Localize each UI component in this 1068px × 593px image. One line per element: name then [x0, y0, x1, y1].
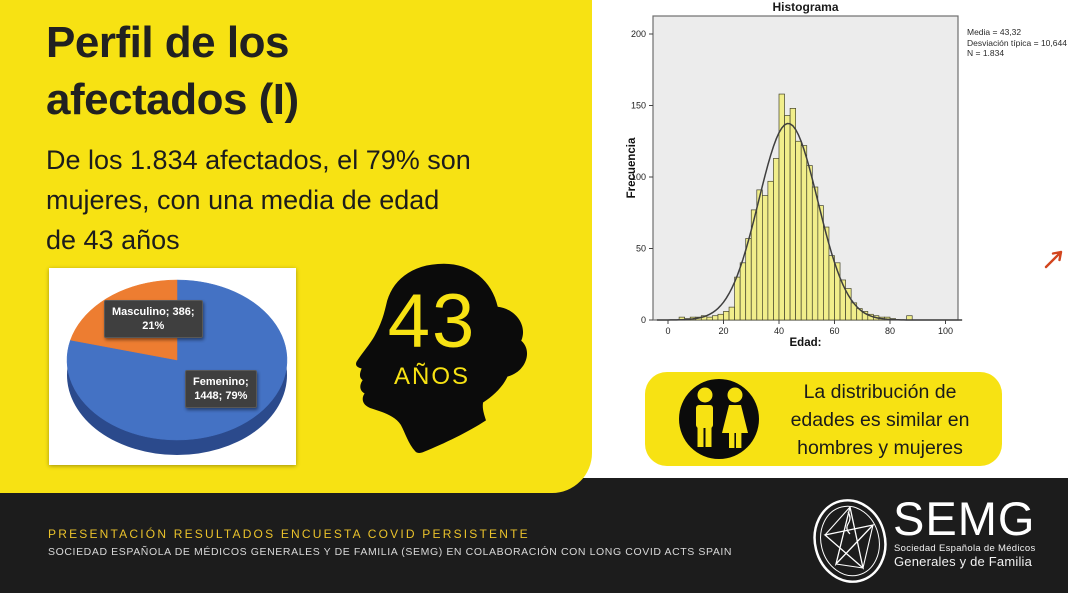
histogram-bar	[784, 115, 791, 321]
footer-society-line: SOCIEDAD ESPAÑOLA DE MÉDICOS GENERALES Y…	[48, 546, 733, 558]
pie-chart-card: Masculino; 386; 21% Femenino; 1448; 79%	[49, 268, 296, 465]
note-box: La distribución de edades es similar en …	[645, 372, 1002, 466]
pie-label-femenino: Femenino; 1448; 79%	[185, 370, 257, 408]
note-line-3: hombres y mujeres	[797, 437, 963, 459]
footer-text: PRESENTACIÓN RESULTADOS ENCUESTA COVID P…	[48, 527, 732, 558]
subtitle-line-1: De los 1.834 afectados, el 79% son	[46, 145, 471, 175]
histogram-bar	[773, 158, 780, 321]
y-tick-label: 200	[631, 29, 646, 39]
subtitle: De los 1.834 afectados, el 79% son mujer…	[46, 140, 471, 260]
note-line-2: edades es similar en	[790, 409, 970, 431]
histogram-bar	[723, 311, 730, 321]
footer-presentation-line: PRESENTACIÓN RESULTADOS ENCUESTA COVID P…	[48, 527, 530, 541]
histogram-bar	[712, 315, 719, 321]
y-tick-label: 150	[631, 101, 646, 111]
title-line-2: afectados (I)	[46, 75, 299, 124]
note-text: La distribución de edades es similar en …	[767, 378, 993, 462]
histogram-bar	[728, 306, 735, 321]
semg-emblem-icon	[813, 499, 887, 583]
y-tick-label: 100	[631, 172, 646, 182]
y-tick-label: 0	[641, 315, 646, 325]
subtitle-line-3: de 43 años	[46, 225, 180, 255]
histogram-bar	[800, 145, 808, 321]
histogram-title: Histograma	[772, 0, 839, 14]
x-tick-label: 100	[938, 326, 953, 336]
man-woman-icon	[679, 379, 759, 459]
title-line-1: Perfil de los	[46, 18, 289, 67]
page-title: Perfil de los afectados (I)	[46, 14, 299, 128]
histogram-bar	[767, 180, 774, 321]
age-unit: AÑOS	[393, 363, 470, 390]
histogram-bar	[745, 238, 752, 321]
footer-bar	[0, 478, 1068, 593]
yellow-panel: Perfil de los afectados (I) De los 1.834…	[0, 0, 592, 493]
stat-media: Media = 43,32	[967, 27, 1022, 37]
y-tick-label: 50	[636, 244, 646, 254]
x-tick-label: 40	[774, 326, 784, 336]
histogram-bar	[734, 276, 741, 321]
red-arrow-annotation	[1044, 250, 1063, 269]
semg-subtitle-1: Sociedad Española de Médicos	[894, 543, 1036, 554]
pie-label-masculino: Masculino; 386; 21%	[104, 300, 203, 338]
semg-acronym: SEMG	[893, 492, 1036, 545]
normal-curve	[656, 122, 963, 321]
histogram-bar	[706, 316, 713, 321]
histogram-bar	[806, 165, 813, 321]
stat-desviacion: Desviación típica = 10,644	[967, 37, 1067, 48]
pie-label-femenino-line1: Femenino;	[193, 376, 249, 388]
histogram-bar	[795, 140, 802, 321]
histogram-bar	[762, 195, 769, 321]
histogram-bar	[828, 255, 835, 321]
note-line-1: La distribución de	[803, 381, 957, 403]
histogram-bar	[811, 186, 819, 321]
semg-subtitle-2: Generales y de Familia	[894, 554, 1033, 569]
pie-chart	[66, 279, 288, 455]
stat-n: N = 1.834	[967, 48, 1005, 58]
histogram-ylabel: Frecuencia	[626, 137, 638, 199]
pie-label-femenino-line2: 1448; 79%	[194, 390, 248, 402]
age-callout: 43 AÑOS	[364, 282, 500, 390]
x-tick-label: 60	[829, 326, 839, 336]
pie-label-masculino-line2: 21%	[142, 320, 165, 332]
woman-silhouette-icon	[356, 263, 528, 454]
x-tick-label: 20	[718, 326, 728, 336]
pie-label-masculino-line1: Masculino; 386;	[112, 306, 195, 318]
histogram-bar	[756, 189, 763, 321]
histogram-xlabel: Edad:	[789, 337, 822, 349]
histogram-chart: 0 50 100 150 200 0 20 40 60 80 100	[631, 15, 963, 336]
x-tick-label: 80	[885, 326, 895, 336]
x-tick-label: 0	[665, 326, 670, 336]
histogram-bar	[739, 262, 747, 321]
histogram-bar	[717, 313, 724, 321]
histogram-bar	[789, 108, 797, 321]
age-number: 43	[387, 279, 477, 364]
subtitle-line-2: mujeres, con una media de edad	[46, 185, 440, 215]
histogram-stats: Media = 43,32 Desviación típica = 10,644…	[967, 27, 1067, 59]
age-callout-group: 43 AÑOS	[346, 262, 532, 466]
